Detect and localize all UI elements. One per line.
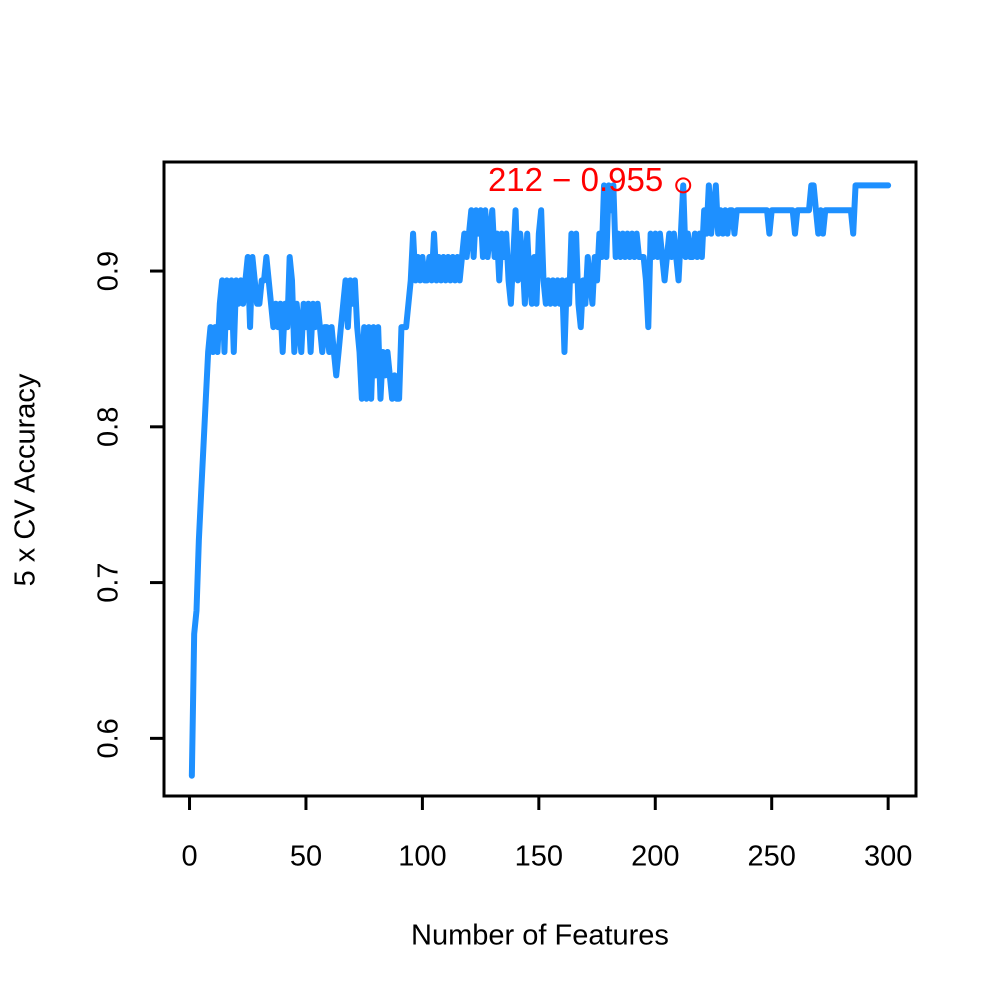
x-tick-label: 200 <box>631 841 679 873</box>
y-tick-label: 0.9 <box>93 251 125 291</box>
x-tick-label: 100 <box>398 841 446 873</box>
x-tick-label: 50 <box>290 841 322 873</box>
x-tick-label: 300 <box>864 841 912 873</box>
x-axis-label: Number of Features <box>411 920 669 952</box>
y-tick-label: 0.7 <box>93 562 125 602</box>
x-tick-label: 0 <box>181 841 197 873</box>
x-tick-label: 150 <box>515 841 563 873</box>
x-tick-label: 250 <box>748 841 796 873</box>
y-tick-label: 0.6 <box>93 718 125 758</box>
y-axis-label: 5 x CV Accuracy <box>10 373 42 586</box>
annotation-label: 212 − 0.955 <box>488 161 663 198</box>
y-tick-label: 0.8 <box>93 407 125 447</box>
data-line <box>188 182 892 779</box>
annotation-point <box>675 177 692 194</box>
